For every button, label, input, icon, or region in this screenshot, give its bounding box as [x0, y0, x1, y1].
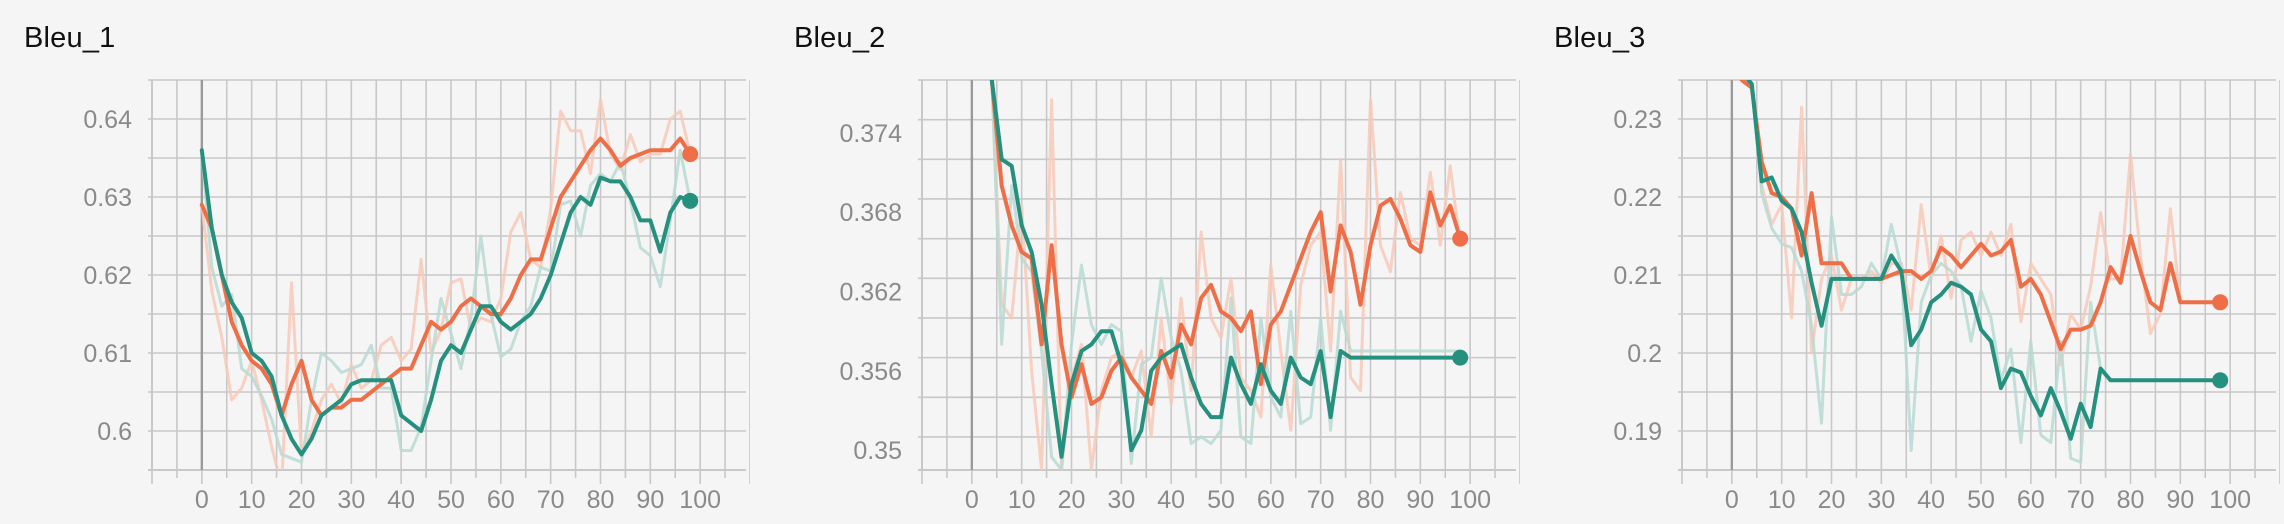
bleu-2-panel: Bleu_2 0 10 20 30 40 50 60 70 80 90 100 0.35 0.356 0.…	[770, 0, 1520, 524]
x-tick-label: 30	[1107, 486, 1135, 514]
x-tick-label: 10	[1008, 486, 1036, 514]
x-tick-label: 30	[337, 486, 365, 514]
series-endpoint-marker-teal[interactable]	[2212, 372, 2229, 389]
x-tick-label: 80	[587, 486, 615, 514]
y-tick-label: 0.21	[1613, 262, 1662, 290]
series-group	[199, 98, 693, 470]
bleu-3-panel: Bleu_3 0 10 20 30 40 50 60 70 80 90 100 0.19 0.2 0.21…	[1530, 0, 2280, 524]
y-tick-label: 0.23	[1613, 106, 1662, 134]
y-tick-label: 0.368	[839, 199, 902, 227]
x-tick-label: 60	[1257, 486, 1285, 514]
x-tick-label: 80	[1357, 486, 1385, 514]
x-tick-label: 40	[1917, 486, 1945, 514]
x-tick-label: 40	[387, 486, 415, 514]
raw-series-line-teal	[990, 80, 1462, 470]
y-tick-label: 0.362	[839, 279, 902, 307]
series-endpoint-marker-orange[interactable]	[682, 146, 699, 163]
y-tick-label: 0.63	[83, 184, 132, 212]
series-endpoint-marker-teal[interactable]	[682, 192, 699, 209]
x-tick-label: 50	[1967, 486, 1995, 514]
x-tick-label: 70	[2067, 486, 2095, 514]
x-tick-label: 0	[195, 486, 209, 514]
smoothed-series-line-teal	[199, 148, 693, 457]
x-tick-label: 60	[487, 486, 515, 514]
bleu-1-panel: Bleu_1 0 10 20 30 40 50 60 70 80 90 100 0.6 0.61 0.62…	[0, 0, 750, 524]
series-group	[989, 80, 1463, 470]
bleu-1-chart: 0 10 20 30 40 50 60 70 80 90 100 0.6 0.61 0.62 0.63 0.6…	[83, 79, 750, 514]
x-tick-label: 100	[1449, 486, 1491, 514]
chart-title-bleu-3: Bleu_3	[1554, 22, 1646, 54]
grid	[918, 79, 1520, 484]
y-tick-label: 0.19	[1613, 418, 1662, 446]
x-tick-label: 50	[1207, 486, 1235, 514]
y-tick-label: 0.61	[83, 340, 132, 368]
smoothed-series-line-orange	[199, 136, 693, 418]
y-tick-label: 0.35	[853, 437, 902, 465]
x-tick-label: 10	[1768, 486, 1796, 514]
y-tick-label: 0.356	[839, 358, 902, 386]
smoothed-series-line-orange	[1739, 80, 2223, 352]
y-tick-label: 0.62	[83, 262, 132, 290]
x-tick-label: 0	[965, 486, 979, 514]
y-tick-label: 0.64	[83, 106, 132, 134]
smoothed-series-line-teal	[1745, 80, 2223, 441]
x-tick-label: 100	[2209, 486, 2251, 514]
raw-series-line-orange	[1740, 80, 2222, 367]
raw-series-line-orange	[990, 80, 1462, 470]
x-tick-label: 60	[2017, 486, 2045, 514]
x-tick-label: 0	[1725, 486, 1739, 514]
y-tick-label: 0.374	[839, 120, 902, 148]
smoothed-series-line-teal	[989, 80, 1463, 459]
x-tick-label: 20	[1058, 486, 1086, 514]
series-endpoint-marker-orange[interactable]	[2212, 294, 2229, 311]
bleu-3-chart: 0 10 20 30 40 50 60 70 80 90 100 0.19 0.2 0.21 0.22 0.2…	[1613, 79, 2280, 514]
y-tick-label: 0.6	[97, 418, 132, 446]
x-tick-label: 90	[2166, 486, 2194, 514]
raw-series-line-orange	[200, 98, 692, 470]
x-tick-label: 100	[679, 486, 721, 514]
grid	[1678, 79, 2280, 484]
x-tick-label: 90	[1406, 486, 1434, 514]
series-endpoint-marker-teal[interactable]	[1452, 349, 1469, 366]
series-endpoint-marker-orange[interactable]	[1452, 230, 1469, 247]
x-tick-label: 40	[1157, 486, 1185, 514]
series-group	[1739, 80, 2223, 464]
x-tick-label: 50	[437, 486, 465, 514]
x-tick-label: 20	[1818, 486, 1846, 514]
x-tick-label: 70	[537, 486, 565, 514]
y-tick-label: 0.2	[1627, 340, 1662, 368]
x-tick-label: 80	[2117, 486, 2145, 514]
x-tick-label: 90	[636, 486, 664, 514]
x-tick-label: 30	[1867, 486, 1895, 514]
chart-title-bleu-1: Bleu_1	[24, 22, 116, 54]
x-tick-label: 20	[288, 486, 316, 514]
bleu-2-chart: 0 10 20 30 40 50 60 70 80 90 100 0.35 0.356 0.362 0.36…	[839, 79, 1520, 514]
y-tick-label: 0.22	[1613, 184, 1662, 212]
chart-title-bleu-2: Bleu_2	[794, 22, 886, 54]
x-tick-label: 10	[238, 486, 266, 514]
x-tick-label: 70	[1307, 486, 1335, 514]
